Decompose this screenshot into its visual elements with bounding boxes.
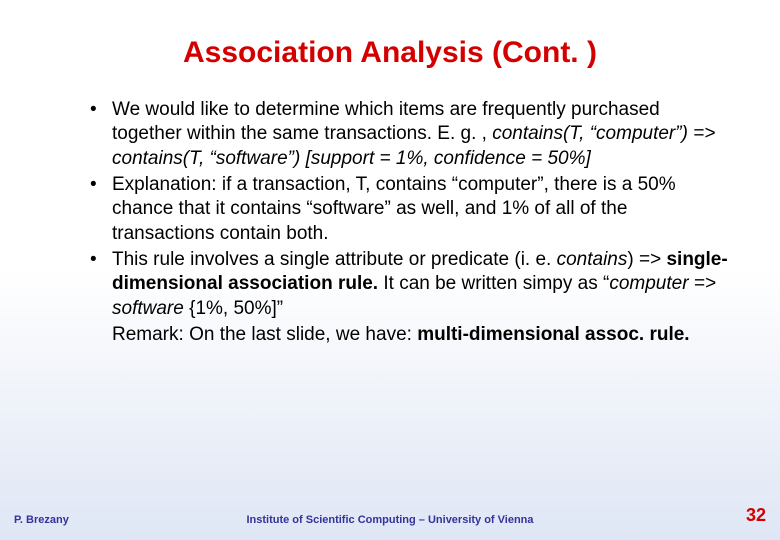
remark-line: Remark: On the last slide, we have: mult… <box>50 323 730 347</box>
footer-institute: Institute of Scientific Computing – Univ… <box>246 514 533 526</box>
remark-bold: multi-dimensional assoc. rule. <box>417 324 689 345</box>
bullet-list: We would like to determine which items a… <box>50 98 730 321</box>
slide-footer: P. Brezany Institute of Scientific Compu… <box>14 505 766 526</box>
page-number: 32 <box>746 505 766 526</box>
bullet-text: ) => <box>627 249 666 270</box>
bullet-text: {1%, 50%]” <box>189 298 283 319</box>
bullet-text: This rule involves a single attribute or… <box>112 249 557 270</box>
bullet-item: We would like to determine which items a… <box>90 98 730 171</box>
bullet-text: Explanation: if a transaction, T, contai… <box>112 174 676 244</box>
bullet-text: It can be written simpy as “ <box>378 273 609 294</box>
bullet-text-italic: contains <box>557 249 628 270</box>
footer-author: P. Brezany <box>14 514 69 526</box>
remark-text: Remark: On the last slide, we have: <box>112 324 417 345</box>
bullet-item: Explanation: if a transaction, T, contai… <box>90 173 730 246</box>
slide-title: Association Analysis (Cont. ) <box>50 30 730 70</box>
slide-container: Association Analysis (Cont. ) We would l… <box>0 0 780 540</box>
bullet-item: This rule involves a single attribute or… <box>90 248 730 321</box>
